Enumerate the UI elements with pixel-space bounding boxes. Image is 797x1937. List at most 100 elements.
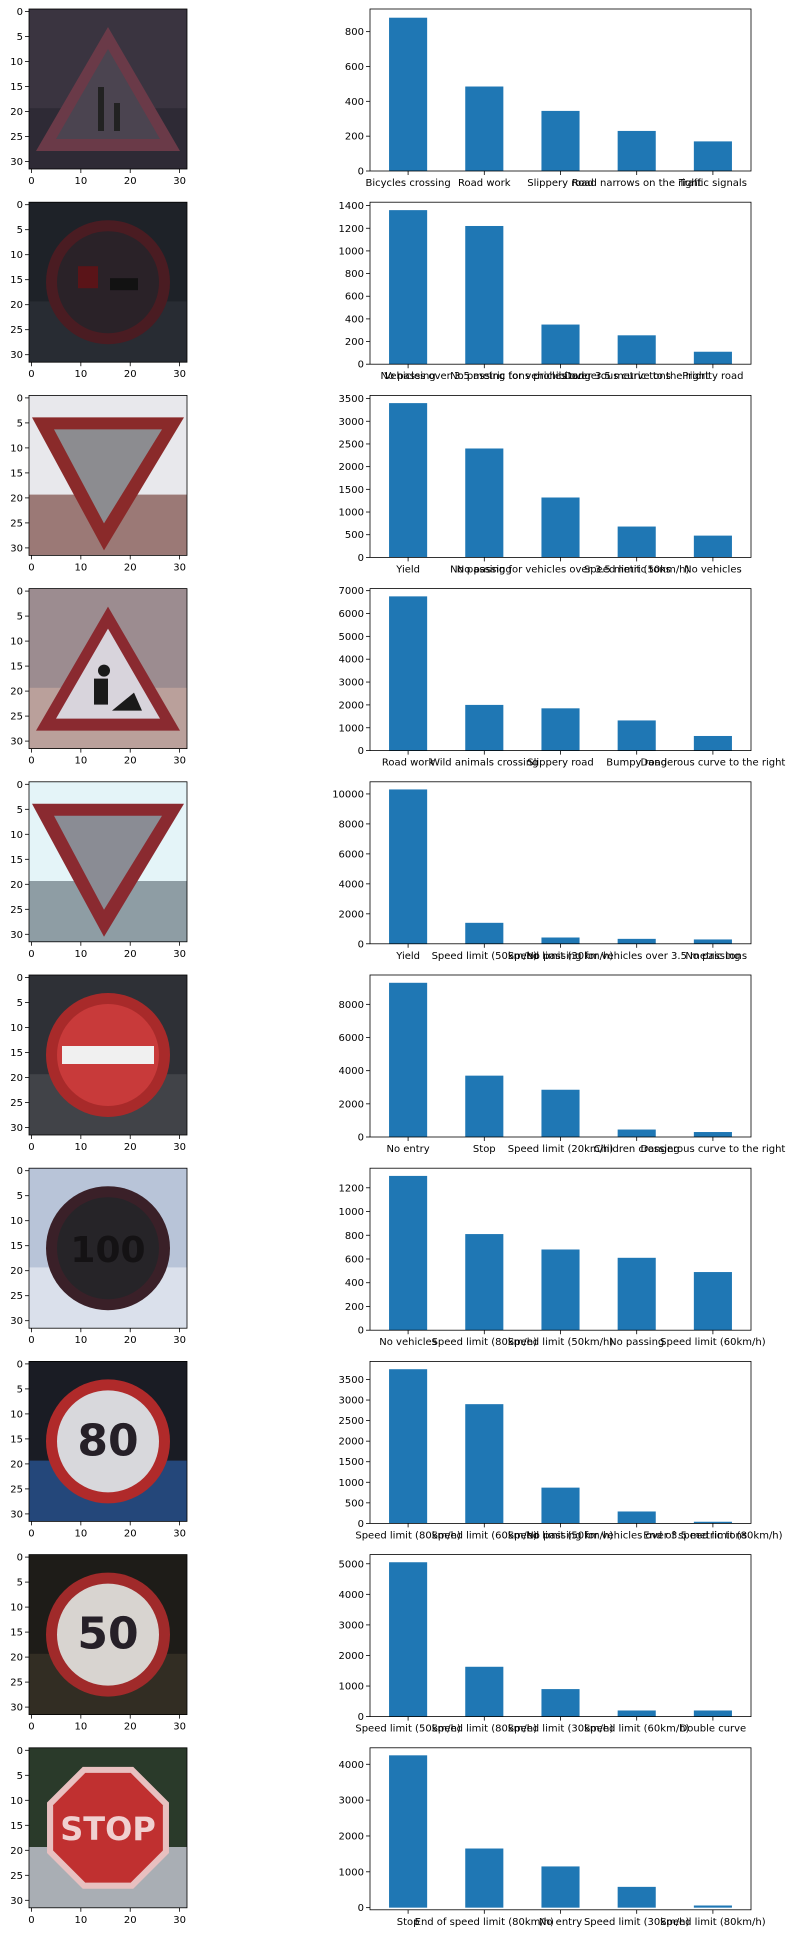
image-ytick-label: 0 <box>17 1359 23 1370</box>
bar-1 <box>389 789 428 944</box>
xtick-label: Bicycles crossing <box>365 178 450 189</box>
ytick-label: 3000 <box>339 678 364 689</box>
image-frame <box>28 974 188 1136</box>
bar-4 <box>617 1129 656 1137</box>
sign-image: STOP <box>29 1747 187 1908</box>
xtick-label: Dangerous curve to the right <box>640 758 785 769</box>
xtick-label: Bumpy road <box>606 758 667 769</box>
image-xtick-label: 30 <box>173 1722 186 1733</box>
bar-2 <box>465 1234 504 1331</box>
image-ytick-label: 15 <box>10 1048 23 1059</box>
row-2: 0 10 20 30 0 5 10 15 20 25 30 0 200 400 600 800 1000 1200… <box>10 200 752 382</box>
sign-image <box>29 781 187 942</box>
car-right <box>110 278 138 291</box>
bar-1 <box>389 596 428 751</box>
bar-1 <box>389 210 428 365</box>
image-xtick-label: 20 <box>124 1722 137 1733</box>
bar-2 <box>465 704 504 751</box>
bar-5 <box>693 1272 732 1331</box>
ytick-label: 400 <box>345 97 364 108</box>
ytick-label: 200 <box>345 132 364 143</box>
image-xtick-label: 10 <box>74 369 87 380</box>
ytick-label: 2500 <box>339 1416 364 1427</box>
xtick-label: Speed limit (80km/h) <box>355 1530 461 1541</box>
bar-5 <box>693 1905 732 1908</box>
image-ytick-label: 25 <box>10 518 23 529</box>
image-ytick-label: 15 <box>10 855 23 866</box>
prediction-bar-chart: 0 1000 2000 3000 4000 5000 Speed limit (50km/h… <box>339 1554 752 1735</box>
sign-image-panel: 0 10 20 30 0 5 10 15 20 25 30 <box>10 7 188 187</box>
sign-face <box>56 49 160 139</box>
sign-number: 80 <box>77 1415 138 1466</box>
image-ytick-label: 10 <box>10 1796 23 1807</box>
image-ytick-label: 20 <box>10 880 23 891</box>
ytick-label: 0 <box>358 1326 364 1337</box>
bar-3 <box>541 1866 580 1908</box>
image-frame <box>28 781 188 943</box>
bar-2 <box>465 1848 504 1908</box>
xtick-label: Speed limit (80km/h) <box>432 1724 538 1735</box>
image-xtick-label: 30 <box>173 1142 186 1153</box>
ytick-label: 1500 <box>339 1457 364 1468</box>
bar-2 <box>465 448 504 558</box>
bar-1 <box>389 17 428 172</box>
xtick-label: Yield <box>395 564 420 575</box>
bar-5 <box>693 735 732 751</box>
prediction-bar-chart: 0 2000 4000 6000 8000 No entry Stop Speed limit… <box>339 974 785 1155</box>
image-xtick-label: 0 <box>28 1142 34 1153</box>
xtick-label: Road narrows on the right <box>572 178 702 189</box>
xtick-label: Speed limit (30km/h) <box>508 1724 614 1735</box>
ytick-label: 3000 <box>339 417 364 428</box>
image-xtick-label: 10 <box>74 1915 87 1926</box>
image-frame <box>28 1361 188 1522</box>
row-6: 0 10 20 30 0 5 10 15 20 25 30 0 2000 4000 6000 8000 No e… <box>10 973 785 1155</box>
bar-1 <box>389 1175 428 1331</box>
sign-face <box>53 1772 163 1883</box>
image-ytick-label: 5 <box>17 998 23 1009</box>
sign-image-panel: STOP 0 10 20 30 0 5 10 15 20 25 30 <box>10 1746 188 1926</box>
image-ytick-label: 25 <box>10 132 23 143</box>
road-line-left <box>98 87 104 131</box>
ytick-label: 10000 <box>332 789 364 800</box>
image-ytick-label: 25 <box>10 1291 23 1302</box>
ytick-label: 7000 <box>339 586 364 597</box>
sign-image-panel: 100 0 10 20 30 0 5 10 15 20 25 30 <box>10 1166 188 1346</box>
image-ytick-label: 0 <box>17 587 23 598</box>
car-left <box>78 266 98 289</box>
ytick-label: 2000 <box>339 909 364 920</box>
image-ytick-label: 20 <box>10 300 23 311</box>
ytick-label: 8000 <box>339 819 364 830</box>
image-ytick-label: 30 <box>10 350 23 361</box>
ytick-label: 1200 <box>339 1183 364 1194</box>
image-ytick-label: 0 <box>17 393 23 404</box>
ytick-label: 6000 <box>339 849 364 860</box>
ytick-label: 4000 <box>339 1066 364 1077</box>
bar-1 <box>389 1369 428 1524</box>
ytick-label: 2000 <box>339 1099 364 1110</box>
bar-3 <box>541 1249 580 1331</box>
image-xtick-label: 30 <box>173 1335 186 1346</box>
image-ytick-label: 25 <box>10 712 23 723</box>
image-ytick-label: 10 <box>10 250 23 261</box>
xtick-label: Speed limit (60km/h) <box>584 1724 690 1735</box>
image-xtick-label: 30 <box>173 562 186 573</box>
ytick-label: 600 <box>345 1254 364 1265</box>
xtick-label: Speed limit (50km/h) <box>508 1530 614 1541</box>
image-xtick-label: 30 <box>173 756 186 767</box>
image-frame <box>28 201 188 363</box>
xtick-label: No entry <box>386 1144 429 1155</box>
xtick-label: No passing for vehicles over 3.5 metric … <box>526 951 747 962</box>
image-xtick-label: 20 <box>124 176 137 187</box>
image-ytick-label: 25 <box>10 1484 23 1495</box>
image-ytick-label: 10 <box>10 637 23 648</box>
image-ytick-label: 5 <box>17 1771 23 1782</box>
image-ytick-label: 0 <box>17 1746 23 1757</box>
image-ytick-label: 15 <box>10 662 23 673</box>
sign-number: 100 <box>70 1230 145 1271</box>
image-xtick-label: 20 <box>124 1528 137 1539</box>
image-ytick-label: 20 <box>10 107 23 118</box>
sign-image: 100 <box>29 1168 187 1329</box>
image-xtick-label: 30 <box>173 176 186 187</box>
image-xtick-label: 0 <box>28 756 34 767</box>
image-xtick-label: 0 <box>28 1335 34 1346</box>
